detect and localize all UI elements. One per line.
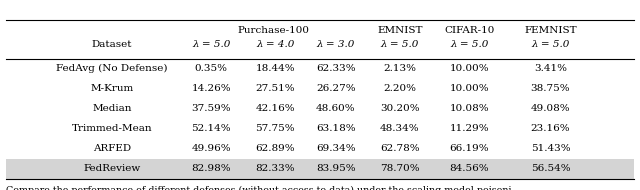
Bar (6, 159, 634, 179)
Text: 57.75%: 57.75% (255, 124, 295, 133)
Text: Purchase-100: Purchase-100 (237, 26, 310, 35)
Text: 14.26%: 14.26% (191, 84, 231, 93)
Text: FedAvg (No Defense): FedAvg (No Defense) (56, 64, 168, 74)
Text: 51.43%: 51.43% (531, 144, 570, 153)
Text: FedReview: FedReview (83, 164, 141, 173)
Text: 62.78%: 62.78% (380, 144, 420, 153)
Text: 27.51%: 27.51% (255, 84, 295, 93)
Text: 69.34%: 69.34% (316, 144, 356, 153)
Text: Dataset: Dataset (92, 40, 132, 49)
Text: 62.33%: 62.33% (316, 64, 356, 73)
Text: λ = 5.0: λ = 5.0 (381, 40, 419, 49)
Text: 0.35%: 0.35% (195, 64, 228, 73)
Text: Trimmed-Mean: Trimmed-Mean (72, 124, 152, 133)
Text: 42.16%: 42.16% (255, 104, 295, 113)
Text: 10.08%: 10.08% (449, 104, 489, 113)
Text: 82.98%: 82.98% (191, 164, 231, 173)
Text: Compare the performance of different defenses (without access to data) under the: Compare the performance of different def… (6, 186, 512, 190)
Text: λ = 5.0: λ = 5.0 (450, 40, 488, 49)
Text: λ = 3.0: λ = 3.0 (317, 40, 355, 49)
Text: EMNIST: EMNIST (377, 26, 423, 35)
Text: 48.34%: 48.34% (380, 124, 420, 133)
Text: 56.54%: 56.54% (531, 164, 570, 173)
Text: Median: Median (92, 104, 132, 113)
Text: 3.41%: 3.41% (534, 64, 567, 73)
Text: 11.29%: 11.29% (449, 124, 489, 133)
Text: λ = 5.0: λ = 5.0 (192, 40, 230, 49)
Text: FEMNIST: FEMNIST (524, 26, 577, 35)
Text: 10.00%: 10.00% (449, 84, 489, 93)
Text: 30.20%: 30.20% (380, 104, 420, 113)
Text: 78.70%: 78.70% (380, 164, 420, 173)
Text: 37.59%: 37.59% (191, 104, 231, 113)
Text: λ = 4.0: λ = 4.0 (256, 40, 294, 49)
Text: 52.14%: 52.14% (191, 124, 231, 133)
Text: 49.08%: 49.08% (531, 104, 570, 113)
Text: 62.89%: 62.89% (255, 144, 295, 153)
Text: 23.16%: 23.16% (531, 124, 570, 133)
Text: 84.56%: 84.56% (449, 164, 489, 173)
Text: 63.18%: 63.18% (316, 124, 356, 133)
Text: 18.44%: 18.44% (255, 64, 295, 73)
Text: 49.96%: 49.96% (191, 144, 231, 153)
Text: ARFED: ARFED (93, 144, 131, 153)
Text: 38.75%: 38.75% (531, 84, 570, 93)
Text: λ = 5.0: λ = 5.0 (531, 40, 570, 49)
Text: 2.20%: 2.20% (383, 84, 417, 93)
Text: 82.33%: 82.33% (255, 164, 295, 173)
Text: 10.00%: 10.00% (449, 64, 489, 73)
Text: 66.19%: 66.19% (449, 144, 489, 153)
Text: 83.95%: 83.95% (316, 164, 356, 173)
Text: 48.60%: 48.60% (316, 104, 356, 113)
Text: M-Krum: M-Krum (90, 84, 134, 93)
Text: 2.13%: 2.13% (383, 64, 417, 73)
Text: 26.27%: 26.27% (316, 84, 356, 93)
Text: CIFAR-10: CIFAR-10 (444, 26, 494, 35)
